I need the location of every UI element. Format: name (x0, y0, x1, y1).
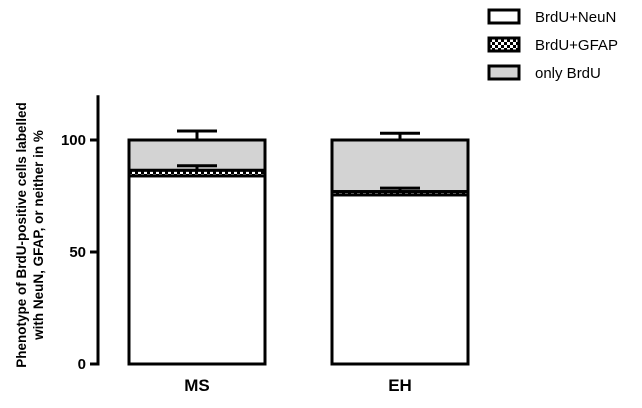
bar-eh-brdu-neun (330, 193, 470, 366)
bar-ms-brdu-neun (127, 174, 267, 366)
legend-swatch-only-brdu (487, 64, 521, 81)
legend-label-brdu-neun: BrdU+NeuN (535, 9, 616, 26)
x-tick-label-eh: EH (388, 376, 412, 395)
legend-label-only-brdu: only BrdU (535, 65, 601, 82)
y-axis-title-line2: with NeuN, GFAP, or neither in % (31, 130, 46, 341)
y-tick-label-100: 100 (61, 132, 86, 149)
legend-swatch-brdu-neun (487, 8, 521, 25)
legend-label-brdu-gfap: BrdU+GFAP (535, 37, 618, 54)
x-tick-label-ms: MS (184, 376, 210, 395)
y-tick-label-0: 0 (78, 356, 86, 373)
y-tick-label-50: 50 (69, 244, 86, 261)
y-axis-title-line1: Phenotype of BrdU-positive cells labelle… (14, 102, 29, 368)
legend-swatch-brdu-gfap (487, 36, 521, 53)
bar-eh-only-brdu (330, 138, 470, 194)
